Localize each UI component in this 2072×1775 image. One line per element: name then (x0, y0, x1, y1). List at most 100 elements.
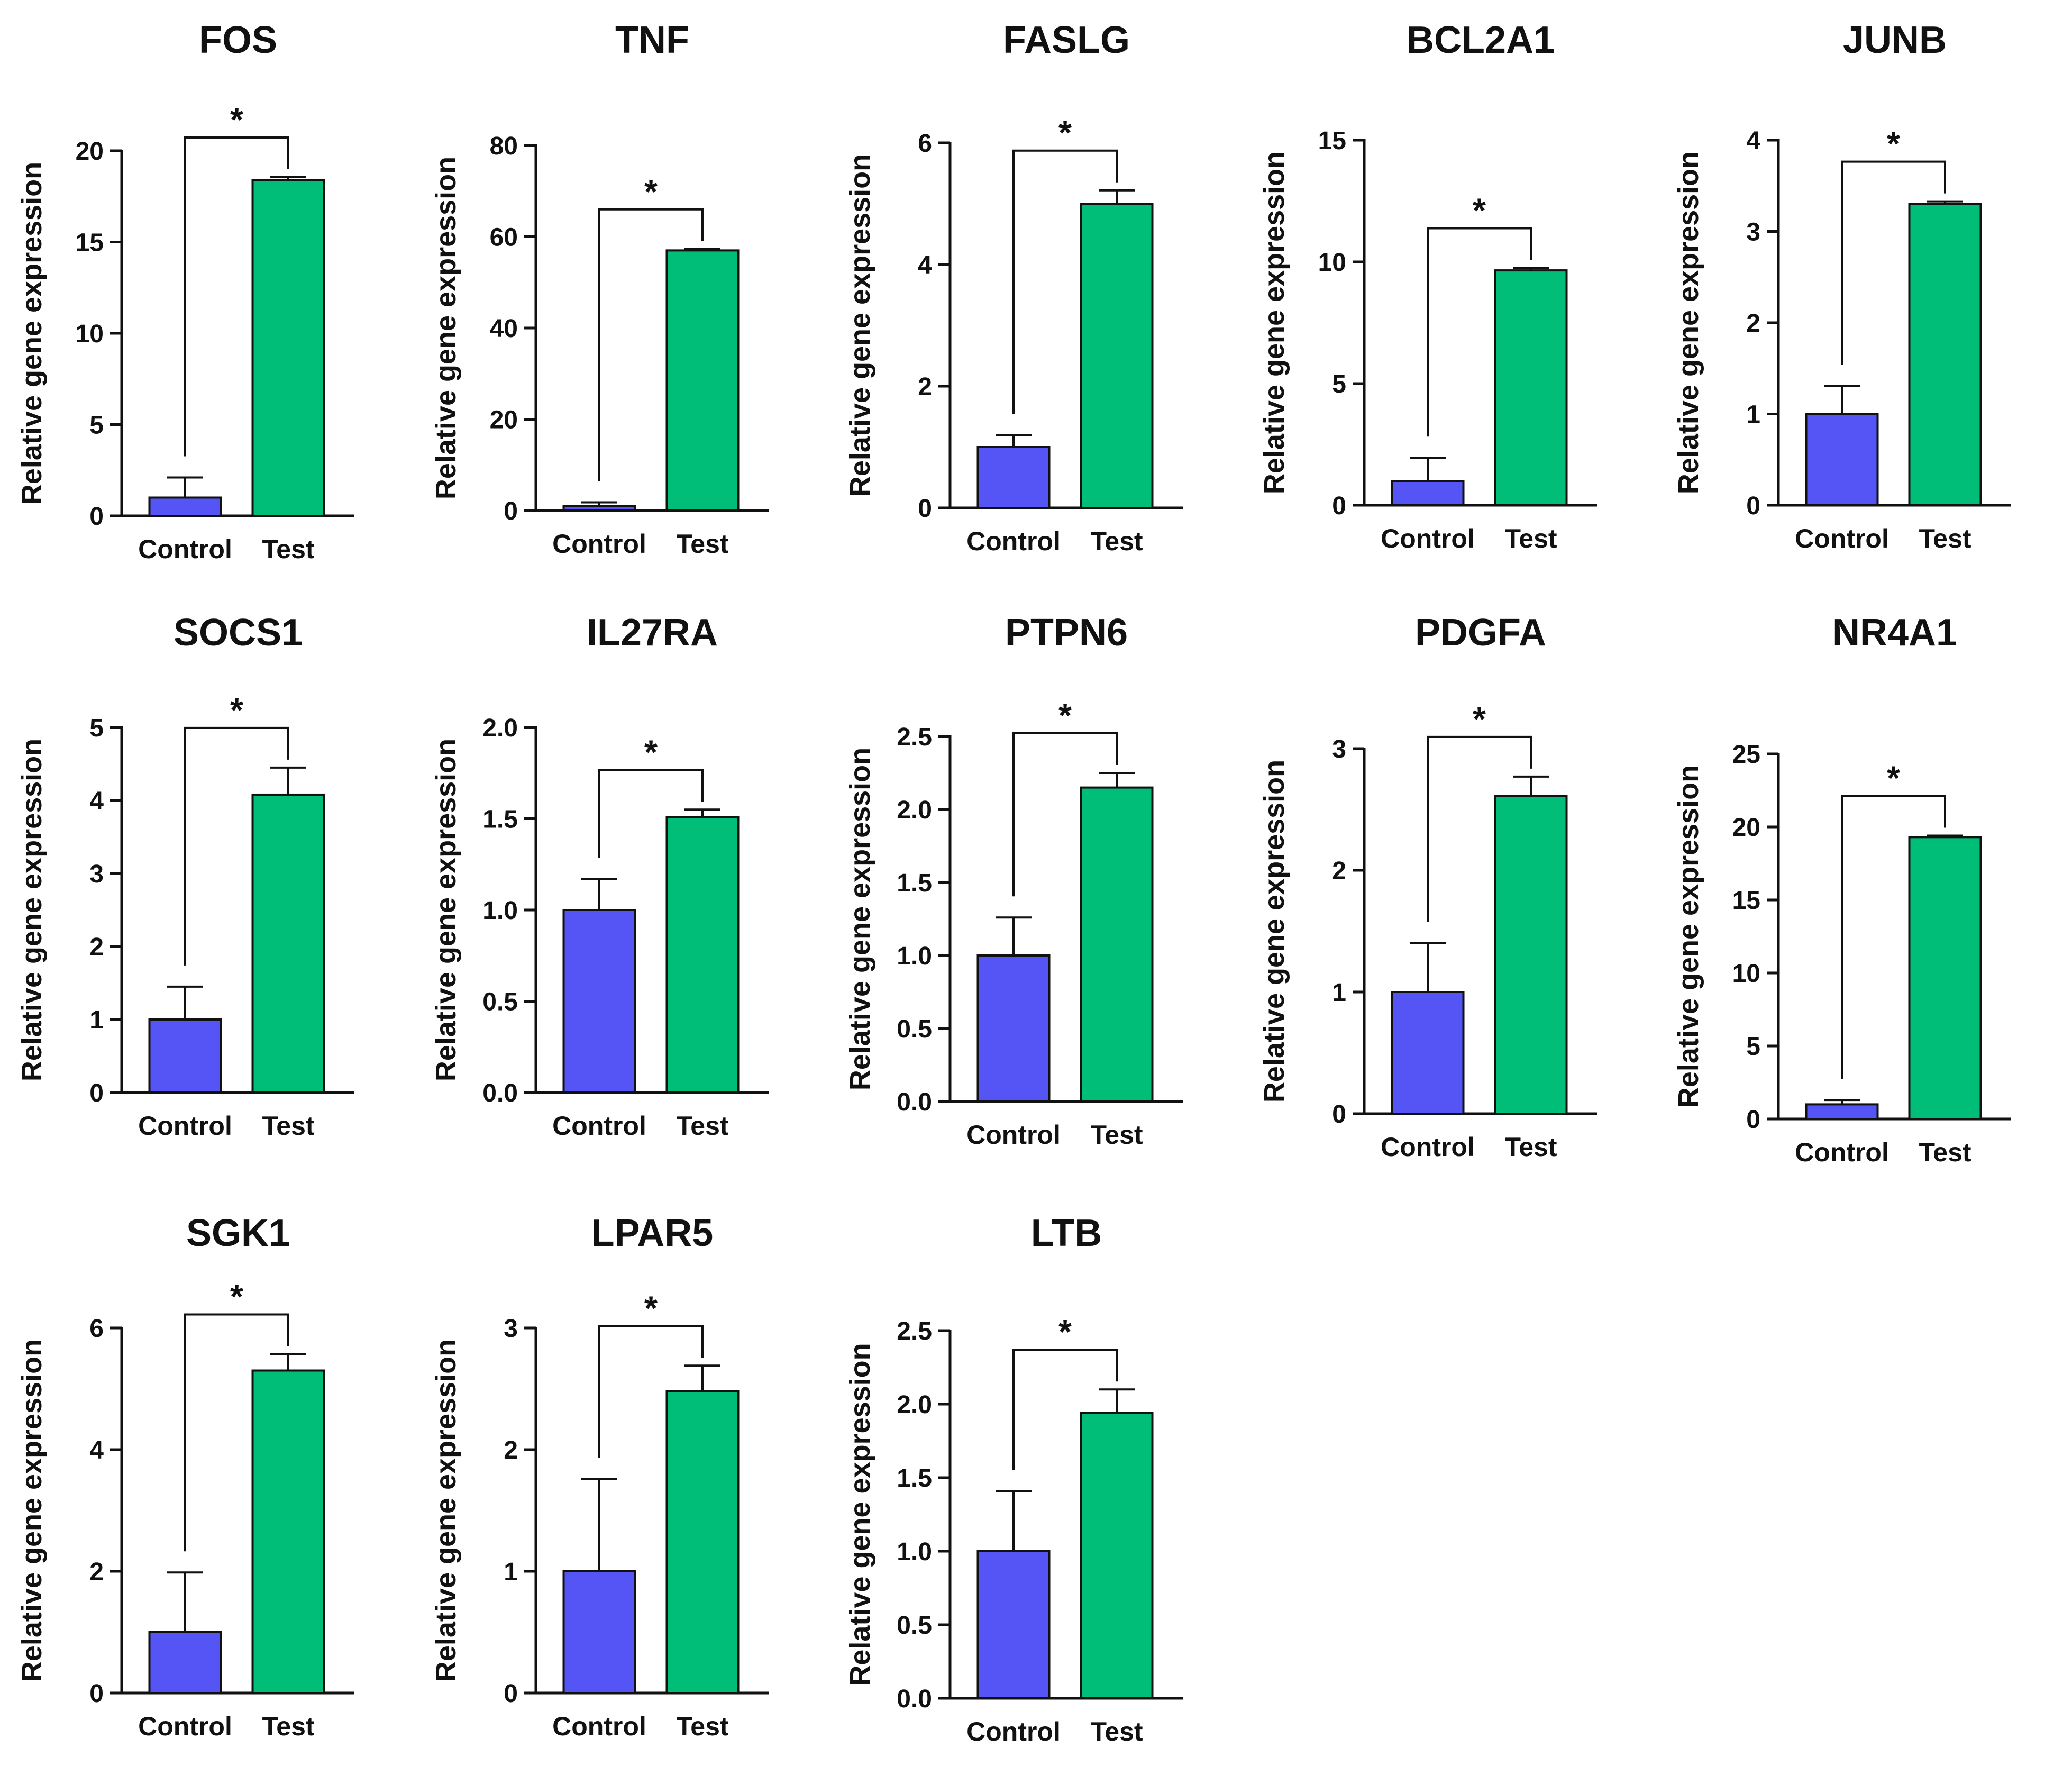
chart-title: SGK1 (186, 1212, 290, 1254)
bar-chart-svg: NR4A1 Relative gene expression 0 5 10 15 20 25 C… (1673, 612, 2011, 1167)
y-tick-label: 20 (76, 138, 104, 166)
chart-title: NR4A1 (1832, 612, 1957, 654)
chart-title: LPAR5 (591, 1212, 714, 1254)
y-tick-label: 0.0 (482, 1079, 518, 1107)
chart-panel-junb: JUNB Relative gene expression 0 1 2 3 4 Control… (1657, 0, 2071, 582)
bar-control (562, 909, 636, 1094)
significance-star: * (1058, 1313, 1072, 1351)
y-tick-label: 10 (76, 320, 104, 348)
y-axis-label: Relative gene expression (1258, 760, 1290, 1103)
x-tick-label: Test (1919, 1137, 1971, 1167)
y-tick-label: 1.0 (897, 1538, 932, 1566)
chart-panel-ltb: LTB Relative gene expression 0.0 0.5 1.0 1.5 2… (828, 1193, 1243, 1775)
bar-control (976, 954, 1051, 1103)
chart-panel-faslg: FASLG Relative gene expression 0 2 4 6 Control… (828, 0, 1243, 582)
x-tick-label: Control (1795, 1137, 1889, 1167)
y-tick-label: 15 (1318, 127, 1346, 155)
chart-title: JUNB (1843, 19, 1947, 61)
x-tick-label: Control (552, 1712, 646, 1741)
y-tick-label: 1 (1746, 401, 1760, 429)
y-tick-label: 2 (504, 1436, 518, 1464)
y-tick-label: 5 (1332, 370, 1346, 398)
chart-panel-socs1: SOCS1 Relative gene expression 0 1 2 3 4 5 Contr… (0, 593, 414, 1175)
y-tick-label: 0 (1746, 1106, 1760, 1134)
y-axis-label: Relative gene expression (1258, 151, 1290, 494)
significance-bracket (184, 726, 289, 966)
x-tick-label: Control (138, 1712, 232, 1741)
bar-test (665, 1390, 740, 1695)
y-tick-label: 1.0 (482, 897, 518, 925)
bar-control (1391, 991, 1465, 1115)
significance-star: * (1058, 114, 1072, 152)
bar-test (251, 1369, 325, 1694)
bar-control (562, 505, 636, 512)
y-axis-label: Relative gene expression (430, 1339, 462, 1682)
y-tick-label: 1.5 (482, 806, 518, 834)
chart-panel-nr4a1: NR4A1 Relative gene expression 0 5 10 15 20 25 C… (1657, 593, 2071, 1175)
bar-chart-svg: LPAR5 Relative gene expression 0 1 2 3 Control… (430, 1212, 769, 1741)
y-tick-label: 80 (490, 132, 518, 160)
y-tick-label: 10 (1732, 960, 1760, 988)
x-tick-label: Test (262, 534, 314, 564)
y-tick-label: 0 (918, 495, 932, 523)
y-axis-label: Relative gene expression (430, 157, 462, 499)
y-tick-label: 4 (918, 251, 932, 279)
chart-panel-tnf: TNF Relative gene expression 0 20 40 60 80 Cont… (414, 0, 828, 582)
x-tick-label: Test (676, 529, 728, 559)
significance-bracket (1012, 149, 1118, 414)
y-tick-label: 25 (1732, 741, 1760, 769)
y-axis-label: Relative gene expression (16, 162, 48, 505)
y-tick-label: 0.5 (897, 1015, 932, 1043)
y-tick-label: 0.5 (482, 988, 518, 1016)
y-tick-label: 2.0 (897, 796, 932, 824)
y-tick-label: 0 (504, 497, 518, 525)
y-axis-label: Relative gene expression (430, 739, 462, 1081)
x-tick-label: Test (1919, 524, 1971, 553)
y-tick-label: 6 (918, 130, 932, 158)
bar-test (1908, 836, 1982, 1120)
y-tick-label: 1.5 (897, 869, 932, 897)
x-tick-label: Control (1381, 1132, 1475, 1162)
significance-bracket (598, 1325, 704, 1458)
bar-test (665, 816, 740, 1094)
y-tick-label: 0 (1746, 492, 1760, 520)
significance-bracket (598, 769, 704, 858)
x-tick-label: Test (262, 1111, 314, 1141)
y-tick-label: 60 (490, 224, 518, 252)
chart-panel-pdgfa: PDGFA Relative gene expression 0 1 2 3 Control… (1243, 593, 1657, 1175)
significance-star: * (1887, 125, 1900, 163)
y-axis-label: Relative gene expression (1673, 765, 1704, 1108)
y-tick-label: 15 (76, 229, 104, 257)
significance-bracket (1841, 795, 1946, 1079)
y-tick-label: 0.5 (897, 1612, 932, 1640)
y-tick-label: 4 (89, 787, 104, 815)
significance-star: * (1887, 759, 1900, 797)
y-tick-label: 3 (1332, 735, 1346, 763)
y-tick-label: 2 (1746, 310, 1760, 338)
bar-control (562, 1570, 636, 1694)
y-tick-label: 4 (89, 1436, 104, 1464)
bar-chart-svg: FASLG Relative gene expression 0 2 4 6 Control… (844, 19, 1183, 556)
y-tick-label: 2.0 (482, 714, 518, 742)
y-tick-label: 0 (89, 1680, 104, 1708)
significance-star: * (230, 1277, 243, 1315)
significance-star: * (644, 733, 658, 771)
significance-bracket (184, 1313, 289, 1552)
y-axis-label: Relative gene expression (844, 1343, 876, 1686)
chart-title: IL27RA (587, 612, 718, 654)
y-tick-label: 1 (89, 1006, 104, 1034)
bar-chart-svg: BCL2A1 Relative gene expression 0 5 10 15 Cont… (1258, 19, 1597, 553)
bar-chart-svg: SGK1 Relative gene expression 0 2 4 6 Control T… (16, 1212, 354, 1741)
x-tick-label: Control (1381, 524, 1475, 553)
y-tick-label: 5 (89, 714, 104, 742)
bar-control (1805, 413, 1879, 506)
x-tick-label: Test (1504, 1132, 1557, 1162)
chart-title: LTB (1031, 1212, 1102, 1254)
bar-test (1494, 795, 1568, 1115)
chart-title: FASLG (1003, 19, 1130, 61)
y-tick-label: 0 (89, 503, 104, 531)
y-tick-label: 2.5 (897, 723, 932, 751)
chart-title: PTPN6 (1005, 612, 1128, 654)
x-tick-label: Test (1504, 524, 1557, 553)
x-tick-label: Control (1795, 524, 1889, 553)
